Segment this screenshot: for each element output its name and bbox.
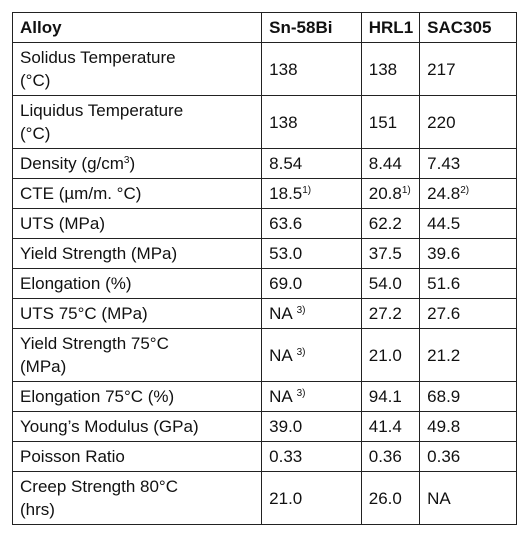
table-cell: Yield Strength 75°C (MPa): [11, 328, 263, 382]
table-cell: 0.36: [419, 441, 517, 472]
table-cell: 21.2: [419, 328, 517, 382]
table-cell: Yield Strength (MPa): [11, 238, 263, 269]
cell-text: ): [129, 154, 136, 173]
cell-text: 24.8: [427, 184, 461, 203]
table-cell: 138: [261, 42, 362, 96]
superscript: 1): [302, 185, 312, 196]
table-row: Elongation (%) 69.0 54.0 51.6: [11, 268, 517, 299]
alloy-table: Alloy Sn-58Bi HRL1 SAC305 Solidus Temperatu…: [11, 12, 517, 525]
superscript: 3): [296, 388, 306, 399]
table-cell: 20.81): [360, 178, 421, 209]
table-row: Young’s Modulus (GPa) 39.0 41.4 49.8: [11, 411, 517, 442]
table-cell: 24.82): [419, 178, 517, 209]
table-cell: 151: [360, 95, 421, 149]
table-cell: 21.0: [360, 328, 421, 382]
superscript: 1): [401, 185, 411, 196]
table-cell: 0.33: [261, 441, 362, 472]
table-cell: 217: [419, 42, 517, 96]
table-cell: 51.6: [419, 268, 517, 299]
table-cell: UTS (MPa): [11, 208, 263, 239]
table-cell: 94.1: [360, 381, 421, 412]
table-cell: NA 3): [261, 381, 362, 412]
table-row: Yield Strength 75°C (MPa) NA 3) 21.0 21.2: [11, 328, 517, 382]
table-cell: 27.2: [360, 298, 421, 329]
header-cell: Alloy: [11, 12, 263, 43]
table-cell: 63.6: [261, 208, 362, 239]
table-body: Solidus Temperature (°C) 138 138 217 Liquidu…: [11, 42, 517, 525]
table-cell: 27.6: [419, 298, 517, 329]
table-cell: 37.5: [360, 238, 421, 269]
cell-text: NA: [269, 345, 297, 365]
table-cell: 49.8: [419, 411, 517, 442]
superscript: 2): [460, 185, 470, 196]
table-cell: 69.0: [261, 268, 362, 299]
table-cell: 53.0: [261, 238, 362, 269]
table-cell: NA: [419, 471, 517, 525]
table-cell: Liquidus Temperature (°C): [11, 95, 263, 149]
table-cell: Young’s Modulus (GPa): [11, 411, 263, 442]
table-cell: NA 3): [261, 328, 362, 382]
table-row: Liquidus Temperature (°C) 138 151 220: [11, 95, 517, 149]
table-cell: 21.0: [261, 471, 362, 525]
table-row: Solidus Temperature (°C) 138 138 217: [11, 42, 517, 96]
table-row: Creep Strength 80°C (hrs) 21.0 26.0 NA: [11, 471, 517, 525]
table-cell: CTE (µm/m. °C): [11, 178, 263, 209]
cell-text: NA: [269, 387, 297, 406]
table-cell: Solidus Temperature (°C): [11, 42, 263, 96]
table-row: Elongation 75°C (%) NA 3) 94.1 68.9: [11, 381, 517, 412]
table-cell: 220: [419, 95, 517, 149]
table-cell: 8.44: [360, 148, 421, 179]
cell-text: Density (g/cm: [20, 154, 124, 173]
table-cell: 18.51): [261, 178, 362, 209]
table-cell: 41.4: [360, 411, 421, 442]
cell-text: NA: [269, 304, 297, 323]
table-cell: 62.2: [360, 208, 421, 239]
table-cell: Elongation (%): [11, 268, 263, 299]
header-cell: HRL1: [360, 12, 421, 43]
header-cell: Sn-58Bi: [261, 12, 362, 43]
superscript: 3): [296, 305, 306, 316]
table-row: UTS (MPa) 63.6 62.2 44.5: [11, 208, 517, 239]
table-cell: 68.9: [419, 381, 517, 412]
table-cell: 39.6: [419, 238, 517, 269]
superscript: 3): [296, 346, 306, 358]
header-row: Alloy Sn-58Bi HRL1 SAC305: [11, 12, 517, 43]
table-cell: Density (g/cm3): [11, 148, 263, 179]
table-cell: 44.5: [419, 208, 517, 239]
table-cell: 54.0: [360, 268, 421, 299]
table-cell: Poisson Ratio: [11, 441, 263, 472]
table-cell: UTS 75°C (MPa): [11, 298, 263, 329]
cell-text: 18.5: [269, 184, 303, 203]
table-row: Poisson Ratio 0.33 0.36 0.36: [11, 441, 517, 472]
superscript: 3: [123, 155, 130, 166]
table-cell: Elongation 75°C (%): [11, 381, 263, 412]
table-cell: Creep Strength 80°C (hrs): [11, 471, 263, 525]
table-row: UTS 75°C (MPa) NA 3) 27.2 27.6: [11, 298, 517, 329]
table-cell: 138: [261, 95, 362, 149]
table-cell: NA 3): [261, 298, 362, 329]
table-row: Yield Strength (MPa) 53.0 37.5 39.6: [11, 238, 517, 269]
table-cell: 7.43: [419, 148, 517, 179]
table-cell: 138: [360, 42, 421, 96]
table-cell: 39.0: [261, 411, 362, 442]
table-cell: 0.36: [360, 441, 421, 472]
header-cell: SAC305: [419, 12, 517, 43]
table-cell: 8.54: [261, 148, 362, 179]
table-row: Density (g/cm3) 8.54 8.44 7.43: [11, 148, 517, 179]
table-cell: 26.0: [360, 471, 421, 525]
cell-text: 20.8: [368, 184, 402, 203]
table-row: CTE (µm/m. °C) 18.51) 20.81) 24.82): [11, 178, 517, 209]
